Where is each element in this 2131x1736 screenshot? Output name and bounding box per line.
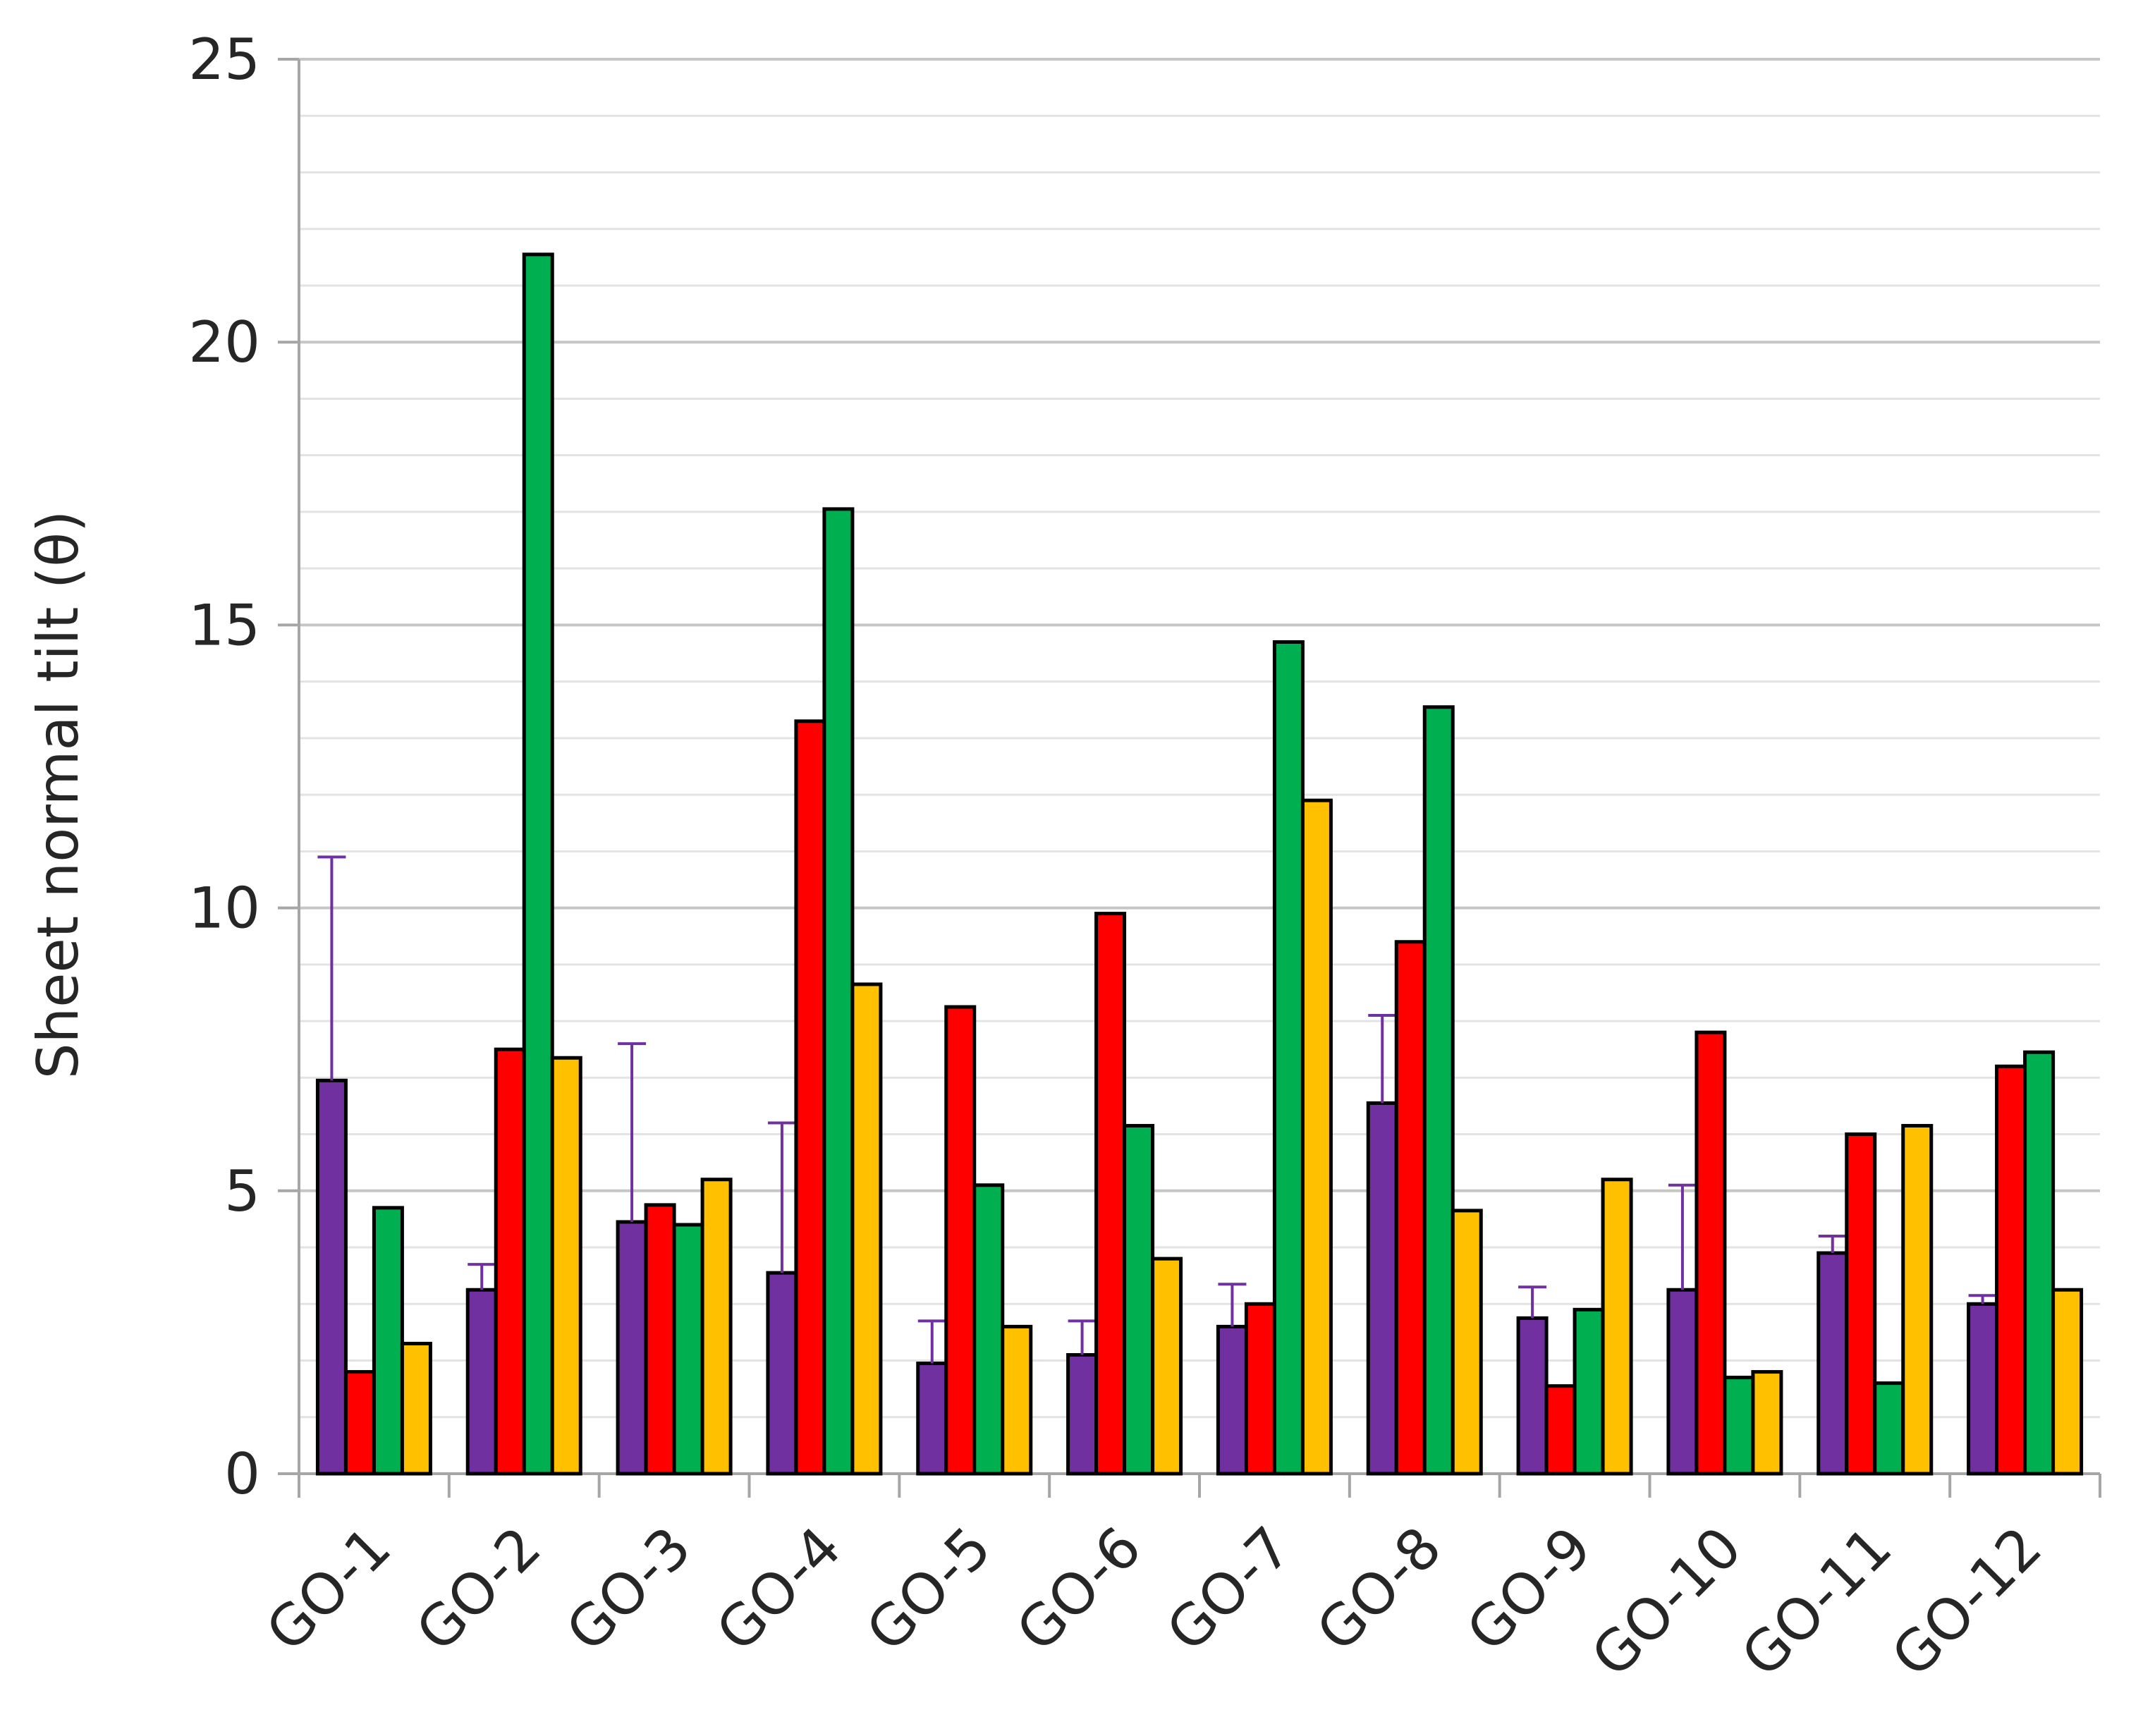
bar bbox=[1845, 1132, 1877, 1476]
bar bbox=[494, 1047, 526, 1476]
y-tick-label: 20 bbox=[188, 310, 260, 375]
x-tick-label: GO-3 bbox=[554, 1515, 703, 1664]
bar bbox=[700, 1178, 733, 1476]
bar bbox=[1995, 1064, 2027, 1476]
x-tick-label: GO-5 bbox=[854, 1515, 1003, 1664]
x-tick-label: GO-7 bbox=[1154, 1515, 1304, 1664]
y-tick-label: 15 bbox=[188, 592, 260, 658]
bar bbox=[766, 1271, 798, 1476]
x-tick-label: GO-11 bbox=[1729, 1515, 1904, 1689]
bar bbox=[465, 1288, 498, 1476]
bar bbox=[1901, 1124, 1934, 1476]
bar bbox=[1094, 912, 1127, 1476]
bar bbox=[400, 1341, 432, 1476]
bar bbox=[1151, 1257, 1183, 1476]
bar bbox=[1066, 1352, 1099, 1476]
y-tick-label: 0 bbox=[224, 1441, 260, 1507]
bar bbox=[1300, 798, 1333, 1476]
bar bbox=[1123, 1124, 1155, 1476]
bar bbox=[672, 1223, 704, 1476]
bar bbox=[916, 1362, 948, 1476]
bar bbox=[1451, 1209, 1483, 1476]
y-tick-label: 25 bbox=[188, 27, 260, 92]
bar bbox=[972, 1183, 1005, 1476]
x-tick-label: GO-4 bbox=[704, 1515, 853, 1664]
x-tick-label: GO-2 bbox=[404, 1515, 554, 1664]
y-tick-label: 10 bbox=[188, 876, 260, 941]
bar bbox=[1001, 1324, 1033, 1476]
bar bbox=[315, 1078, 348, 1476]
bar bbox=[1244, 1302, 1276, 1476]
bar bbox=[1272, 640, 1305, 1476]
bar bbox=[1516, 1316, 1549, 1476]
bar bbox=[850, 982, 883, 1476]
bar bbox=[1216, 1324, 1248, 1476]
bar bbox=[343, 1370, 376, 1476]
bar bbox=[522, 252, 554, 1476]
bar bbox=[1394, 940, 1427, 1476]
bar bbox=[1601, 1178, 1633, 1476]
x-tick-label: GO-10 bbox=[1579, 1515, 1754, 1689]
bar bbox=[644, 1203, 676, 1476]
bar bbox=[1723, 1376, 1755, 1476]
bar bbox=[822, 507, 855, 1476]
x-tick-label: GO-6 bbox=[1004, 1515, 1154, 1664]
x-tick-label: GO-8 bbox=[1305, 1515, 1454, 1664]
bar bbox=[372, 1206, 404, 1476]
bar bbox=[1873, 1381, 1905, 1476]
bar bbox=[1422, 705, 1455, 1476]
bar bbox=[616, 1220, 648, 1476]
bar bbox=[2023, 1050, 2056, 1476]
y-tick-label: 5 bbox=[224, 1159, 260, 1224]
bar bbox=[1366, 1101, 1398, 1476]
bar bbox=[1544, 1384, 1577, 1476]
x-tick-label: GO-1 bbox=[254, 1515, 403, 1664]
y-axis-title: Sheet normal tilt (θ) bbox=[25, 511, 91, 1079]
x-tick-label: GO-12 bbox=[1879, 1515, 2054, 1689]
bar bbox=[1816, 1251, 1849, 1476]
bar bbox=[944, 1005, 977, 1476]
bar bbox=[1967, 1302, 1999, 1476]
bar bbox=[1695, 1030, 1727, 1476]
bar bbox=[1751, 1370, 1783, 1476]
bar bbox=[1573, 1307, 1605, 1476]
bar bbox=[550, 1056, 582, 1476]
bar bbox=[2051, 1288, 2084, 1476]
bar bbox=[1666, 1288, 1699, 1476]
bar bbox=[794, 719, 826, 1476]
